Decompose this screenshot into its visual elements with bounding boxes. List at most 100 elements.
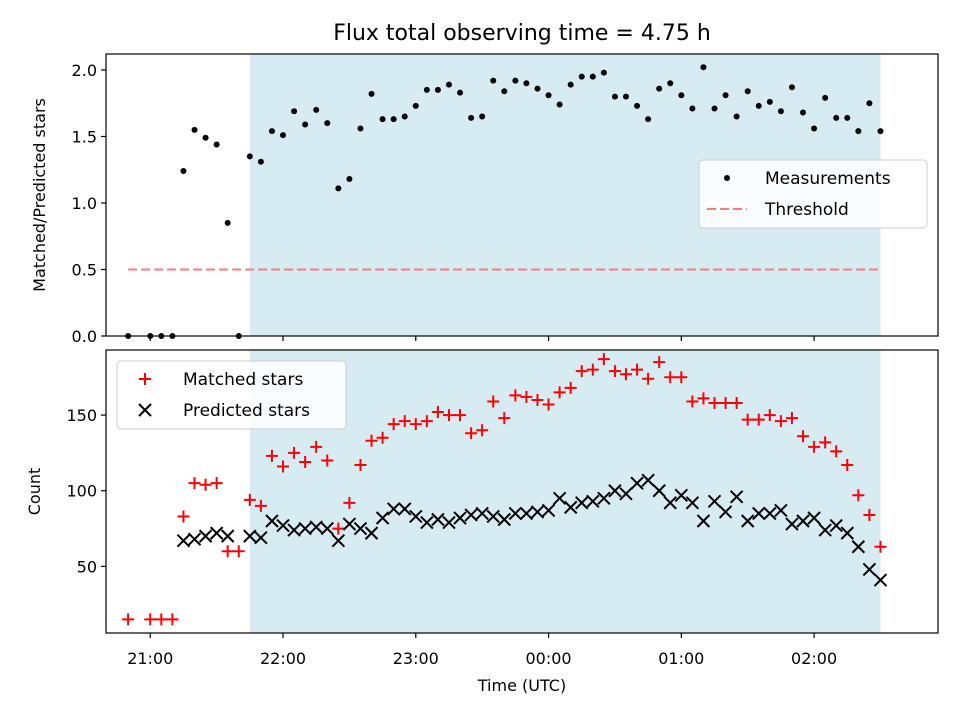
data-point bbox=[667, 80, 674, 87]
legend-label: Threshold bbox=[764, 200, 849, 220]
data-point bbox=[797, 430, 810, 443]
data-point bbox=[364, 526, 379, 540]
data-point bbox=[707, 494, 722, 509]
data-point bbox=[512, 77, 519, 84]
data-point bbox=[664, 371, 677, 384]
data-point bbox=[678, 92, 685, 99]
data-point bbox=[777, 108, 784, 115]
data-point bbox=[840, 526, 854, 540]
data-point bbox=[586, 494, 600, 509]
data-point bbox=[401, 113, 408, 120]
data-point bbox=[144, 613, 157, 626]
data-point bbox=[700, 64, 707, 71]
legend-label: Measurements bbox=[765, 169, 891, 189]
data-point bbox=[564, 381, 577, 394]
data-point bbox=[563, 500, 578, 515]
data-point bbox=[634, 102, 641, 109]
data-point bbox=[420, 415, 433, 428]
data-point bbox=[431, 406, 444, 419]
data-point bbox=[375, 511, 390, 525]
legend-label: Predicted stars bbox=[183, 401, 310, 421]
data-point bbox=[476, 424, 489, 437]
data-point bbox=[445, 81, 452, 88]
y-tick-label: 0.5 bbox=[72, 260, 97, 279]
y-axis-label: Count bbox=[25, 468, 44, 516]
axes-frame bbox=[105, 53, 939, 337]
data-point bbox=[811, 125, 818, 132]
data-point bbox=[243, 493, 256, 506]
data-point bbox=[862, 562, 877, 577]
data-point bbox=[155, 613, 168, 626]
data-point bbox=[578, 73, 585, 80]
data-point bbox=[122, 613, 135, 626]
data-point bbox=[254, 499, 267, 512]
legend-marker bbox=[138, 403, 152, 417]
data-point bbox=[796, 514, 810, 528]
data-point bbox=[730, 396, 743, 409]
data-point bbox=[866, 100, 873, 107]
data-point bbox=[729, 490, 744, 504]
count-panel: 50 100 150 Count Matched stars Predicted star… bbox=[25, 349, 939, 638]
data-point bbox=[652, 484, 666, 498]
ratio-panel: 0.0 0.5 1.0 1.5 2.0 Matched/Predicted stars Me… bbox=[30, 53, 939, 346]
data-point bbox=[552, 491, 567, 506]
data-point bbox=[310, 440, 323, 453]
data-point bbox=[597, 491, 611, 506]
data-point bbox=[464, 508, 478, 522]
data-point bbox=[567, 81, 574, 88]
legend: Measurements Threshold bbox=[698, 159, 928, 229]
data-point bbox=[354, 459, 367, 472]
data-point bbox=[833, 114, 840, 121]
data-point bbox=[465, 427, 478, 440]
data-point bbox=[277, 460, 290, 473]
data-point bbox=[386, 502, 401, 516]
data-point bbox=[697, 392, 710, 405]
data-point bbox=[442, 409, 455, 422]
data-point bbox=[675, 371, 688, 384]
data-point bbox=[191, 126, 198, 133]
data-point bbox=[332, 522, 345, 535]
data-point bbox=[788, 84, 795, 91]
data-point bbox=[280, 132, 287, 139]
data-point bbox=[800, 109, 807, 116]
data-point bbox=[442, 515, 456, 530]
data-point bbox=[335, 185, 342, 192]
data-point bbox=[645, 116, 652, 123]
data-point bbox=[409, 418, 422, 431]
data-point bbox=[819, 436, 832, 449]
data-point bbox=[423, 86, 430, 93]
data-point bbox=[490, 77, 497, 84]
data-point bbox=[630, 476, 644, 490]
data-point bbox=[246, 153, 253, 160]
data-point bbox=[357, 125, 364, 132]
data-point bbox=[398, 502, 412, 516]
data-point bbox=[454, 409, 467, 422]
x-tick-label: 21:00 bbox=[127, 649, 173, 668]
data-point bbox=[187, 532, 202, 546]
data-point bbox=[468, 114, 475, 121]
data-point bbox=[166, 613, 179, 626]
data-point bbox=[199, 478, 212, 491]
data-point bbox=[379, 116, 386, 123]
data-point bbox=[763, 409, 776, 422]
x-tick-label: 01:00 bbox=[658, 649, 704, 668]
y-tick-label: 100 bbox=[66, 482, 97, 501]
series-measurements bbox=[125, 64, 884, 339]
data-point bbox=[877, 128, 884, 135]
data-point bbox=[556, 101, 563, 108]
data-point bbox=[597, 353, 610, 366]
x-axis: 21:00 22:00 23:00 00:00 01:00 02:00 bbox=[127, 649, 837, 668]
data-point bbox=[276, 518, 290, 533]
data-point bbox=[368, 90, 375, 97]
data-point bbox=[752, 506, 766, 521]
data-point bbox=[741, 413, 754, 426]
data-point bbox=[722, 92, 729, 99]
data-point bbox=[331, 533, 346, 548]
data-point bbox=[830, 445, 843, 458]
y-axis-label: Matched/Predicted stars bbox=[30, 98, 49, 292]
data-point bbox=[808, 440, 821, 453]
data-point bbox=[324, 120, 331, 127]
data-point bbox=[663, 496, 677, 510]
data-point bbox=[365, 434, 378, 447]
x-tick-label: 23:00 bbox=[393, 649, 439, 668]
